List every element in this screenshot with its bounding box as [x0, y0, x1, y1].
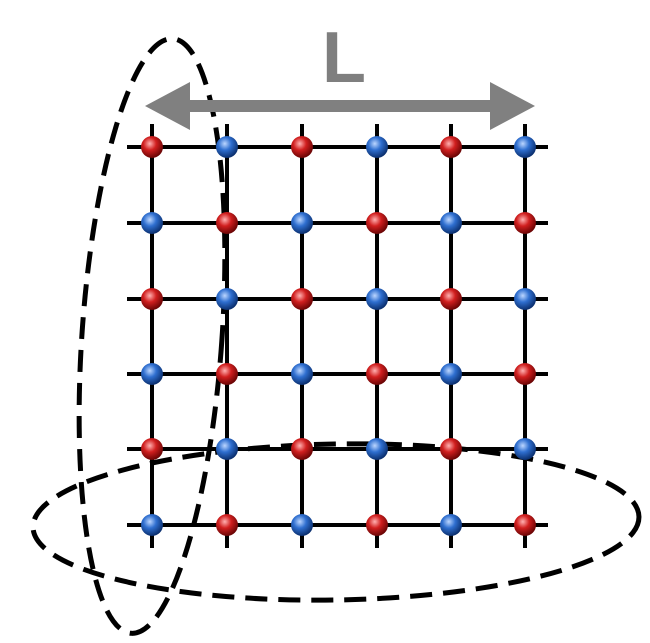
site-blue	[366, 136, 388, 158]
site-red	[291, 136, 313, 158]
site-blue	[141, 514, 163, 536]
site-blue	[440, 514, 462, 536]
site-blue	[366, 438, 388, 460]
site-red	[291, 438, 313, 460]
site-red	[514, 212, 536, 234]
site-blue	[291, 514, 313, 536]
site-red	[216, 514, 238, 536]
site-blue	[440, 212, 462, 234]
site-blue	[216, 288, 238, 310]
site-red	[366, 363, 388, 385]
site-blue	[216, 438, 238, 460]
site-blue	[291, 363, 313, 385]
site-blue	[514, 438, 536, 460]
grid-lines	[127, 124, 548, 548]
site-red	[440, 438, 462, 460]
site-red	[141, 136, 163, 158]
site-red	[291, 288, 313, 310]
site-red	[216, 212, 238, 234]
site-red	[216, 363, 238, 385]
site-red	[141, 288, 163, 310]
horizontal-loop	[30, 441, 642, 603]
site-red	[366, 212, 388, 234]
site-red	[514, 514, 536, 536]
site-red	[440, 136, 462, 158]
site-blue	[141, 363, 163, 385]
site-red	[366, 514, 388, 536]
lattice-sites	[141, 136, 536, 536]
double-arrow-icon	[145, 82, 535, 130]
site-red	[514, 363, 536, 385]
site-blue	[141, 212, 163, 234]
length-label: L	[322, 18, 366, 98]
site-blue	[366, 288, 388, 310]
vertical-loop	[76, 36, 228, 636]
site-blue	[514, 136, 536, 158]
site-red	[141, 438, 163, 460]
site-blue	[216, 136, 238, 158]
site-red	[440, 288, 462, 310]
site-blue	[514, 288, 536, 310]
site-blue	[440, 363, 462, 385]
site-blue	[291, 212, 313, 234]
